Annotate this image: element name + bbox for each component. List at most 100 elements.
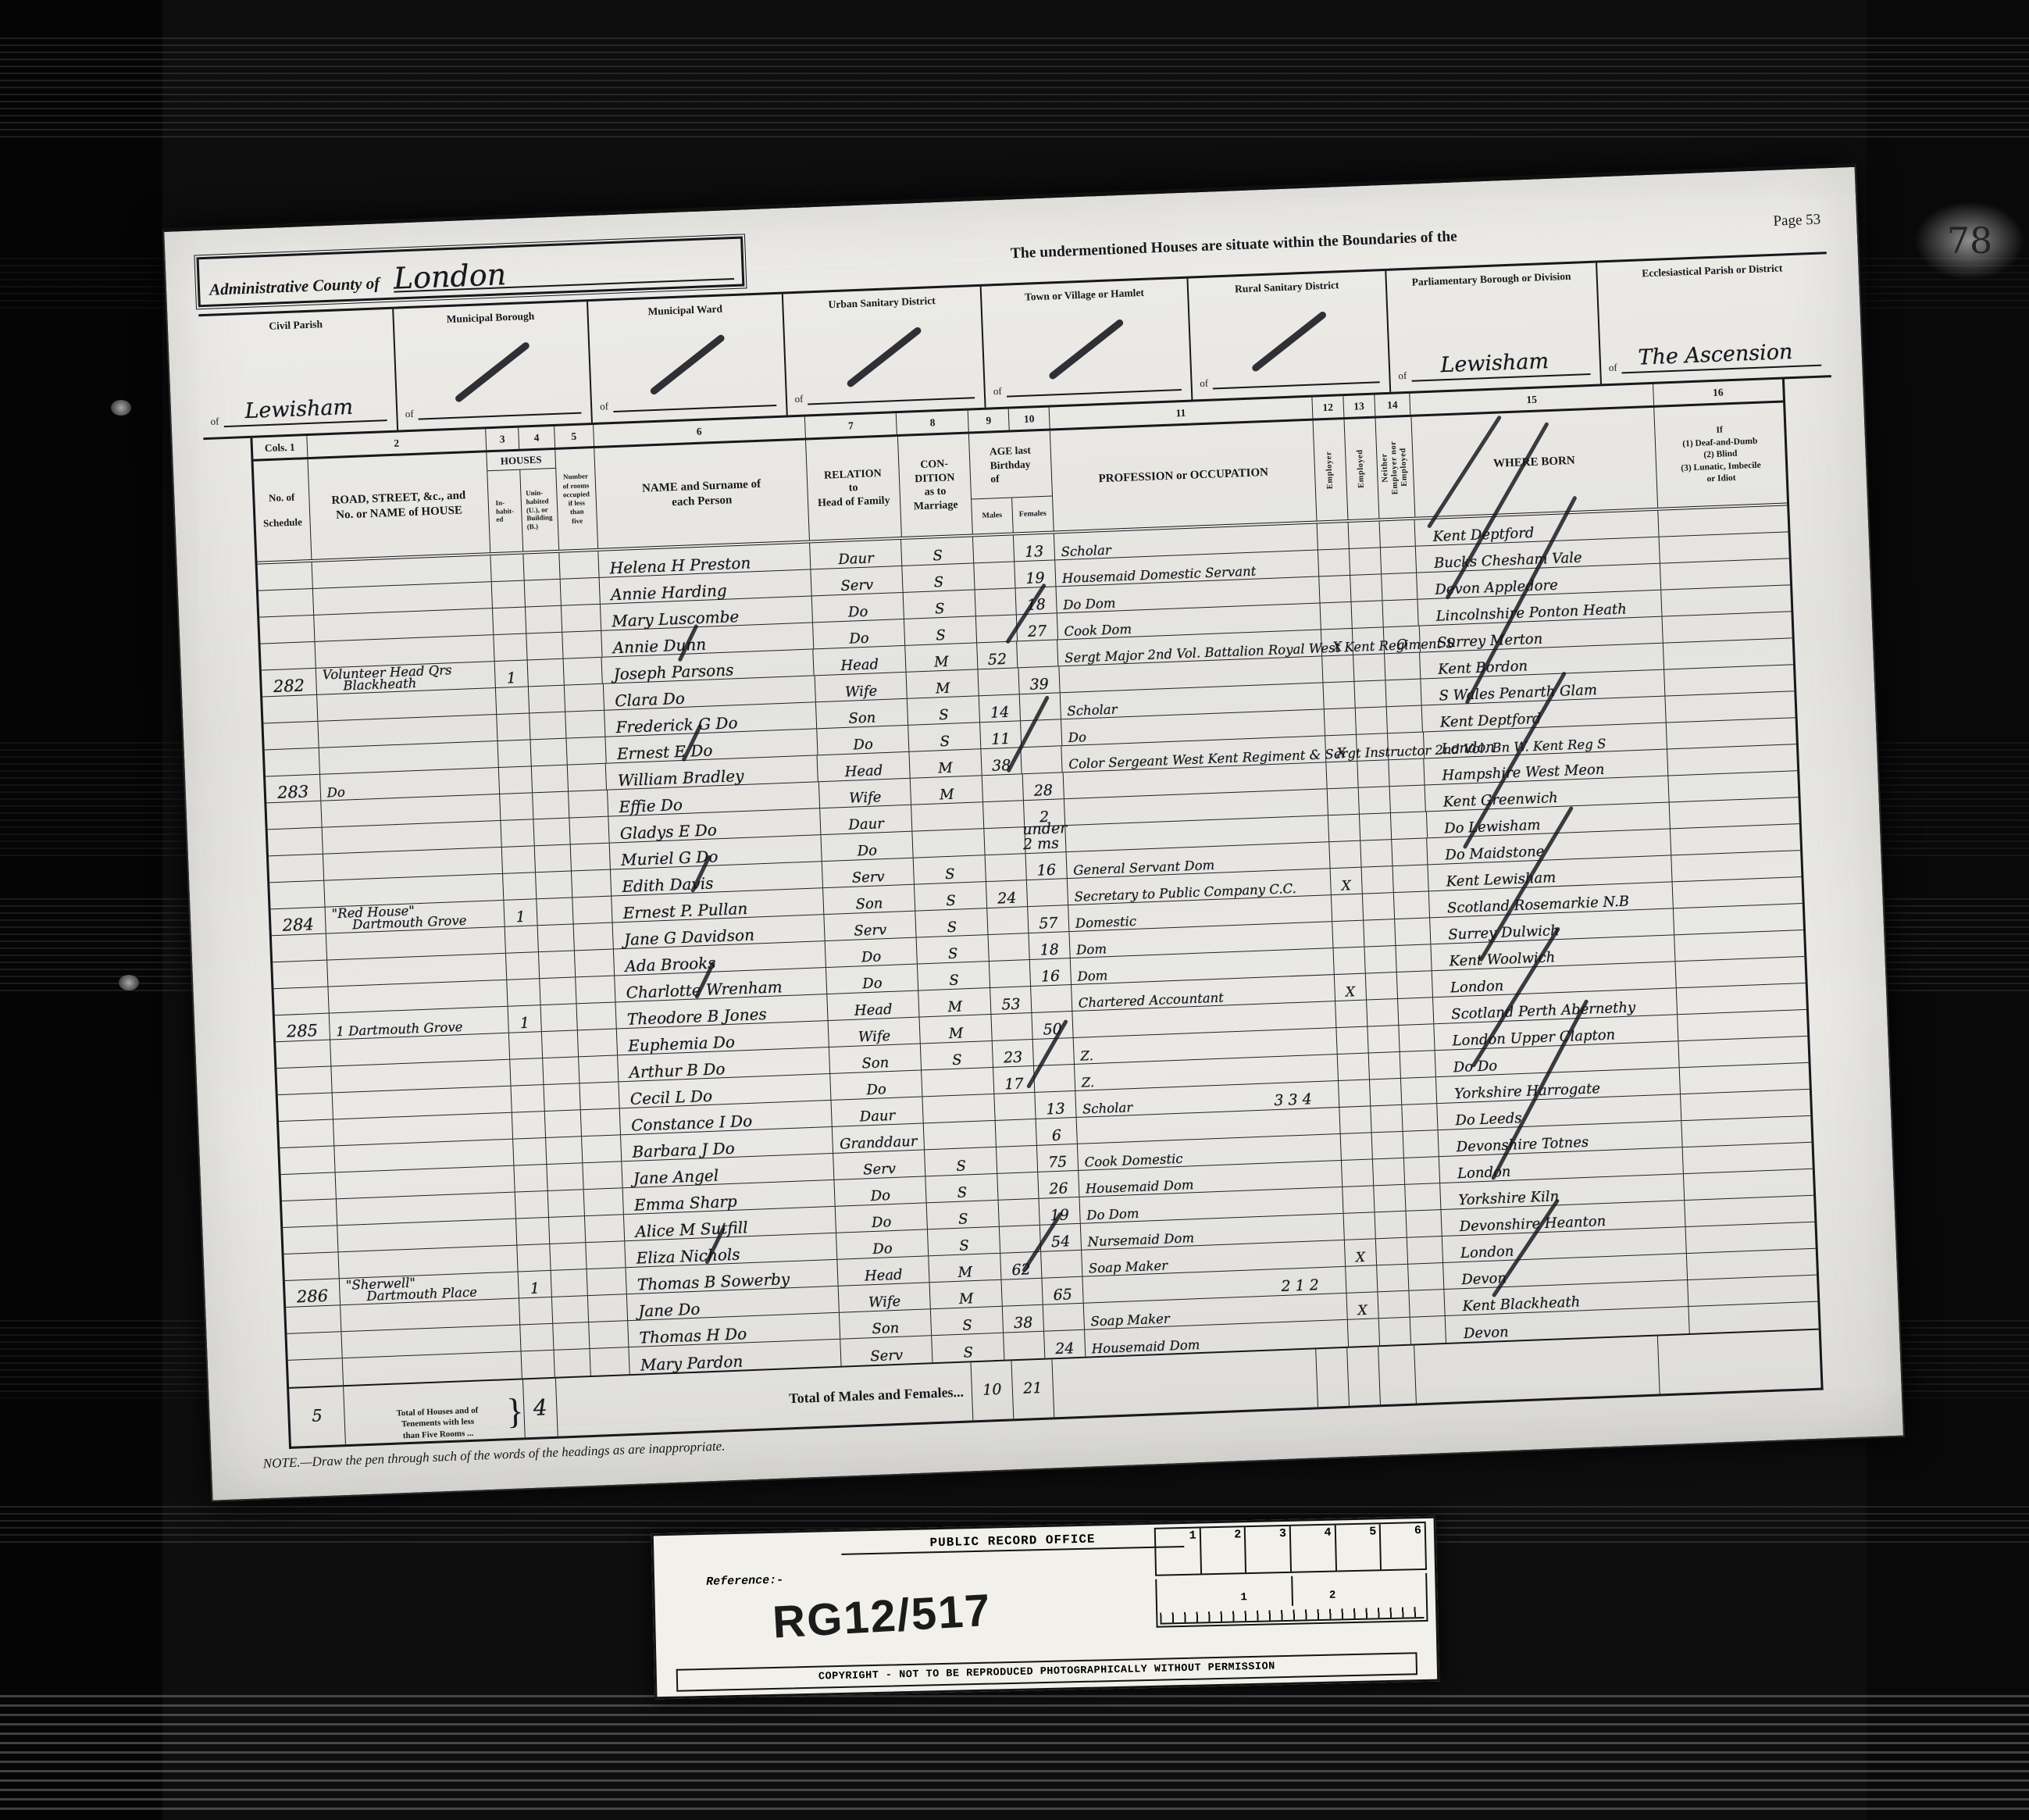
cell-employed xyxy=(1372,1158,1405,1186)
occupation-note xyxy=(1315,1186,1342,1187)
header-condition: CON- DITION as to Marriage xyxy=(897,434,973,537)
cell-condition: M xyxy=(911,776,984,805)
occupation-text: Soap Maker xyxy=(1090,1311,1171,1329)
reference-label: Reference:- xyxy=(705,1573,784,1589)
cell-schedule: 286 xyxy=(284,1279,341,1307)
cell-schedule xyxy=(259,615,316,644)
of-word: of xyxy=(1199,376,1209,390)
cell-infirmities xyxy=(1678,1010,1808,1040)
cell-age-female xyxy=(1034,1064,1076,1092)
underline xyxy=(1213,381,1380,390)
cell-uninhabited xyxy=(538,951,576,979)
cell-age-female: 75 xyxy=(1036,1144,1079,1172)
district-of-line: of xyxy=(794,386,975,405)
cell-inhabited xyxy=(517,1244,551,1272)
cell-age-female: 54 xyxy=(1039,1223,1082,1251)
header-houses-group: HOUSES In- habit- ed Unin- habited (U.),… xyxy=(487,449,560,553)
cell-infirmities xyxy=(1673,904,1803,934)
cell-infirmities xyxy=(1659,532,1789,562)
cell-rooms xyxy=(573,922,614,951)
district-label: Urban Sanitary District xyxy=(828,294,936,311)
cell-age-male xyxy=(976,615,1018,643)
cell-schedule xyxy=(271,933,327,962)
cell-employer xyxy=(1332,920,1365,948)
cell-age-male: 14 xyxy=(979,694,1022,723)
cell-uninhabited xyxy=(551,1296,589,1323)
occupation-note xyxy=(1298,734,1325,735)
pen-stroke xyxy=(845,325,922,388)
cell-employer xyxy=(1327,787,1360,815)
cell-condition: S xyxy=(925,1173,999,1203)
cell-age-male xyxy=(1000,1225,1042,1253)
cell-infirmities xyxy=(1665,691,1795,722)
cell-age-male: 11 xyxy=(980,721,1022,749)
cell-neither xyxy=(1394,918,1432,946)
cell-age-male xyxy=(983,801,1025,829)
occupation-text: Scholar xyxy=(1082,1099,1133,1117)
cell-uninhabited xyxy=(544,1110,582,1138)
cell-neither xyxy=(1403,1130,1440,1158)
cell-schedule xyxy=(287,1358,344,1387)
cell-age-male xyxy=(974,562,1016,590)
of-word: of xyxy=(599,400,609,412)
cell-relation: Son xyxy=(829,1044,922,1073)
admin-county-value: London xyxy=(393,254,735,296)
cell-employer xyxy=(1335,1000,1368,1028)
occupation-text: Dom xyxy=(1077,967,1108,984)
cell-neither xyxy=(1396,944,1433,972)
cell-neither xyxy=(1403,1157,1441,1184)
cell-uninhabited xyxy=(535,871,573,899)
cell-infirmities xyxy=(1667,744,1798,775)
cell-uninhabited xyxy=(537,924,575,952)
district-box: Parliamentary Borough or Division of Lew… xyxy=(1386,262,1602,392)
occupation-note xyxy=(1300,787,1326,788)
header-road: ROAD, STREET, &c., and No. or NAME of HO… xyxy=(308,452,491,559)
cell-neither xyxy=(1398,1024,1436,1051)
cell-relation: Head xyxy=(837,1256,930,1286)
cell-age-female xyxy=(1019,693,1061,721)
ruler-inch-number: 3 xyxy=(1278,1526,1287,1541)
ruler-inch-cell: 1 xyxy=(1155,1528,1202,1575)
cell-relation: Do xyxy=(811,592,905,623)
cell-employed xyxy=(1375,1237,1408,1265)
occupation-note xyxy=(1314,1159,1341,1160)
cell-condition: M xyxy=(930,1279,1003,1309)
cell-age-female: 65 xyxy=(1042,1276,1084,1304)
cell-inhabited xyxy=(512,1112,546,1139)
totals-empty xyxy=(1052,1349,1319,1418)
header-neither: Neither Employer nor Employed xyxy=(1375,416,1416,519)
cell-age-male xyxy=(990,960,1032,988)
cell-condition: S xyxy=(904,616,978,645)
cell-employer xyxy=(1347,1319,1380,1347)
header-employed-text: Employed xyxy=(1356,449,1367,489)
cell-rooms xyxy=(586,1241,626,1269)
district-of-line: of xyxy=(1200,370,1380,390)
cell-relation: Granddaur xyxy=(832,1123,925,1153)
cell-rooms xyxy=(576,1002,617,1030)
cell-age-male: 24 xyxy=(986,880,1029,908)
district-box: Town or Village or Hamlet of xyxy=(981,278,1193,408)
cell-age-female: 6 xyxy=(1036,1117,1078,1145)
cell-relation: Wife xyxy=(828,1017,922,1047)
pen-stroke xyxy=(1250,309,1328,373)
occupation-text: Z. xyxy=(1080,1047,1094,1064)
cell-rooms xyxy=(576,976,616,1004)
cell-rooms xyxy=(560,577,601,605)
cell-employer: X xyxy=(1321,628,1354,656)
header-employer: Employer xyxy=(1313,419,1349,521)
underline xyxy=(613,405,776,413)
totals-empty xyxy=(1316,1347,1350,1408)
district-label: Rural Sanitary District xyxy=(1234,279,1339,295)
cell-uninhabited xyxy=(524,579,562,607)
cell-infirmities xyxy=(1688,1276,1818,1306)
col-number: 4 xyxy=(519,426,555,449)
cell-infirmities xyxy=(1669,798,1799,828)
cell-rooms xyxy=(587,1294,628,1322)
cell-condition: S xyxy=(904,590,977,619)
cell-neither xyxy=(1387,732,1425,760)
cell-schedule xyxy=(258,588,314,617)
cell-relation: Son xyxy=(839,1309,932,1339)
cell-uninhabited xyxy=(537,898,574,926)
cell-age-male: 38 xyxy=(980,748,1023,776)
col-number: 5 xyxy=(554,425,594,448)
